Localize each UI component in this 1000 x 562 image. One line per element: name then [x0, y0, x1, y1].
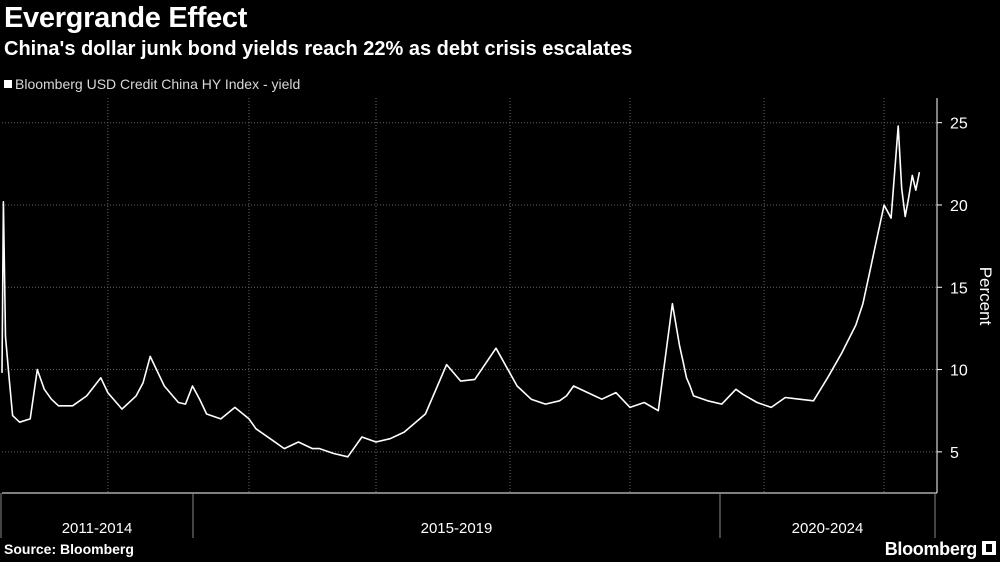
y-tick-label: 20: [950, 198, 968, 215]
y-axis-title: Percent: [976, 267, 995, 326]
y-tick-label: 10: [950, 363, 968, 380]
labels: 5 10 15 20 25 2011-2014 2015-2019 2020-2024 Perc…: [62, 116, 995, 537]
y-tick-label: 5: [950, 445, 959, 462]
x-group-label: 2020-2024: [792, 520, 864, 537]
brand-mark-icon: [982, 541, 996, 555]
x-group-label: 2015-2019: [421, 520, 493, 537]
y-tick-label: 25: [950, 116, 968, 133]
series-layer: [1, 125, 921, 458]
chart-subtitle: China's dollar junk bond yields reach 22…: [4, 38, 633, 60]
y-tick-label: 15: [950, 280, 968, 297]
legend-swatch: [4, 80, 12, 88]
x-group-label: 2011-2014: [62, 520, 133, 537]
legend-label: Bloomberg USD Credit China HY Index - yi…: [15, 76, 301, 92]
grid: [2, 98, 937, 493]
chart-title: Evergrande Effect: [4, 2, 248, 34]
brand-logo: Bloomberg: [884, 539, 978, 559]
source-note: Source: Bloomberg: [4, 541, 134, 557]
axes: [0, 98, 942, 538]
series-line-china-hy-yield: [1, 125, 921, 458]
legend: Bloomberg USD Credit China HY Index - yi…: [4, 76, 300, 92]
